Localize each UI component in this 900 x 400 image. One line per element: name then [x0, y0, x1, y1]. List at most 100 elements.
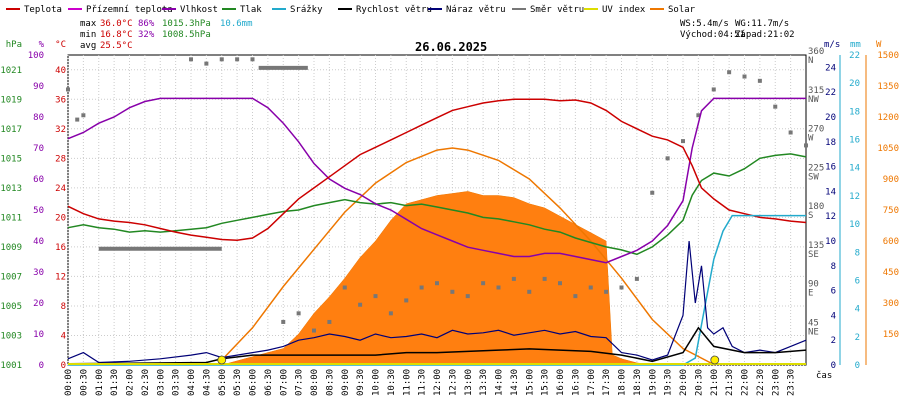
wind-direction-point [788, 130, 793, 135]
wind-speed-info: WS:5.4m/s [680, 19, 729, 29]
x-tick-label: 08:00 [310, 369, 320, 396]
wind-direction-point [527, 289, 532, 294]
solar-tick: 150 [883, 330, 899, 340]
x-tick-label: 07:30 [295, 369, 305, 396]
stat-min-hum: 32% [138, 30, 155, 40]
wind-direction-point [496, 285, 501, 290]
wind-direction-point [450, 289, 455, 294]
x-tick-label: 14:30 [510, 369, 520, 396]
wind-tick: 12 [825, 212, 836, 222]
stat-avg-temp: 25.5°C [100, 41, 133, 51]
direction-cardinal: NW [808, 95, 819, 105]
temperature-tick: 32 [55, 125, 66, 135]
rain-tick: 8 [855, 248, 860, 258]
x-tick-label: 05:00 [218, 369, 228, 396]
rain-tick: 14 [849, 164, 860, 174]
wind-direction-point [235, 57, 240, 62]
humidity-unit: % [39, 40, 45, 50]
x-tick-label: 13:30 [479, 369, 489, 396]
solar-tick: 900 [883, 175, 899, 185]
humidity-tick: 100 [28, 51, 44, 61]
wind-direction-point [66, 87, 70, 92]
x-tick-label: 12:00 [433, 369, 443, 396]
legend-label: UV index [602, 5, 646, 15]
x-tick-label: 13:00 [464, 369, 474, 396]
x-tick-label: 16:00 [556, 369, 566, 396]
legend-label: Náraz větru [446, 5, 506, 15]
legend-label: Rychlost větru [356, 5, 432, 15]
x-tick-label: 15:30 [541, 369, 551, 396]
temperature-unit: °C [55, 40, 66, 50]
wind-tick: 16 [825, 163, 836, 173]
legend-label: Přízemní teplota [86, 5, 173, 15]
x-tick-label: 09:00 [341, 369, 351, 396]
x-tick-label: 11:00 [402, 369, 412, 396]
x-tick-label: 06:00 [249, 369, 259, 396]
axes: hPa 1001 1003 1005 1007 1009 1011 1013 1015 1017 1… [0, 40, 899, 371]
wind-tick: 8 [831, 262, 836, 272]
x-tick-label: 00:30 [79, 369, 89, 396]
x-tick-label: 08:30 [325, 369, 335, 396]
x-tick-label: 18:00 [618, 369, 628, 396]
wind-direction-point [634, 276, 639, 281]
x-tick-label: 21:30 [725, 369, 735, 396]
wind-tick: 14 [825, 187, 836, 197]
solar-tick: 1350 [877, 82, 899, 92]
legend-label: Tlak [240, 5, 262, 15]
wind-direction-point [696, 113, 701, 118]
direction-tick: 315 [808, 86, 824, 96]
x-tick-label: 02:00 [126, 369, 136, 396]
stats-block: max 36.0°C 86% 1015.3hPa 10.6mm min 16.8… [80, 19, 253, 51]
hpa-unit: hPa [6, 40, 22, 50]
solar-tick: 450 [883, 268, 899, 278]
wind-direction-point [465, 294, 470, 299]
rain-tick: 12 [849, 192, 860, 202]
direction-cardinal: SE [808, 250, 819, 260]
wind-direction-point [419, 285, 424, 290]
legend-label: Směr větru [530, 5, 584, 15]
legend-label: Solar [668, 5, 696, 15]
rain-tick: 6 [855, 276, 860, 286]
wind-direction-point [588, 285, 593, 290]
stat-max-press: 1015.3hPa [162, 19, 211, 29]
solar-unit: W [876, 40, 882, 50]
x-tick-label: 04:30 [202, 369, 212, 396]
hpa-tick: 1019 [0, 95, 22, 105]
rain-tick: 4 [855, 305, 860, 315]
x-tick-label: 02:30 [141, 369, 151, 396]
wind-unit: m/s [824, 40, 840, 50]
direction-tick: 45 [808, 318, 819, 328]
humidity-tick: 40 [33, 237, 44, 247]
rain-tick: 0 [855, 361, 860, 371]
x-tick-label: 03:00 [156, 369, 166, 396]
wind-direction-point [296, 311, 301, 316]
humidity-tick: 60 [33, 175, 44, 185]
wind-direction-point [281, 319, 286, 324]
rain-tick: 10 [849, 220, 860, 230]
wind-direction-point [481, 281, 486, 286]
rain-unit: mm [850, 40, 861, 50]
x-tick-label: 18:30 [633, 369, 643, 396]
stat-max-temp: 36.0°C [100, 19, 133, 29]
sun-marker [710, 355, 720, 365]
wind-direction-point [665, 156, 670, 161]
direction-cardinal: W [808, 134, 814, 144]
wind-direction-point [312, 328, 316, 333]
wind-direction-point [804, 143, 808, 148]
plot-area [66, 57, 808, 366]
humidity-tick: 10 [33, 330, 44, 340]
temperature-tick: 28 [55, 154, 66, 164]
direction-cardinal: NE [808, 327, 819, 337]
sun-marker [217, 355, 227, 365]
x-tick-label: 09:30 [356, 369, 366, 396]
direction-cardinal: E [808, 289, 813, 299]
temperature-tick: 12 [55, 272, 66, 282]
x-tick-label: 21:00 [710, 369, 720, 396]
solar-tick: 1200 [877, 113, 899, 123]
wind-direction-point [388, 311, 393, 316]
humidity-tick: 80 [33, 113, 44, 123]
direction-tick: 180 [808, 202, 824, 212]
x-tick-label: 01:30 [110, 369, 120, 396]
wind-direction-point [573, 294, 578, 299]
wind-direction-point [511, 276, 516, 281]
